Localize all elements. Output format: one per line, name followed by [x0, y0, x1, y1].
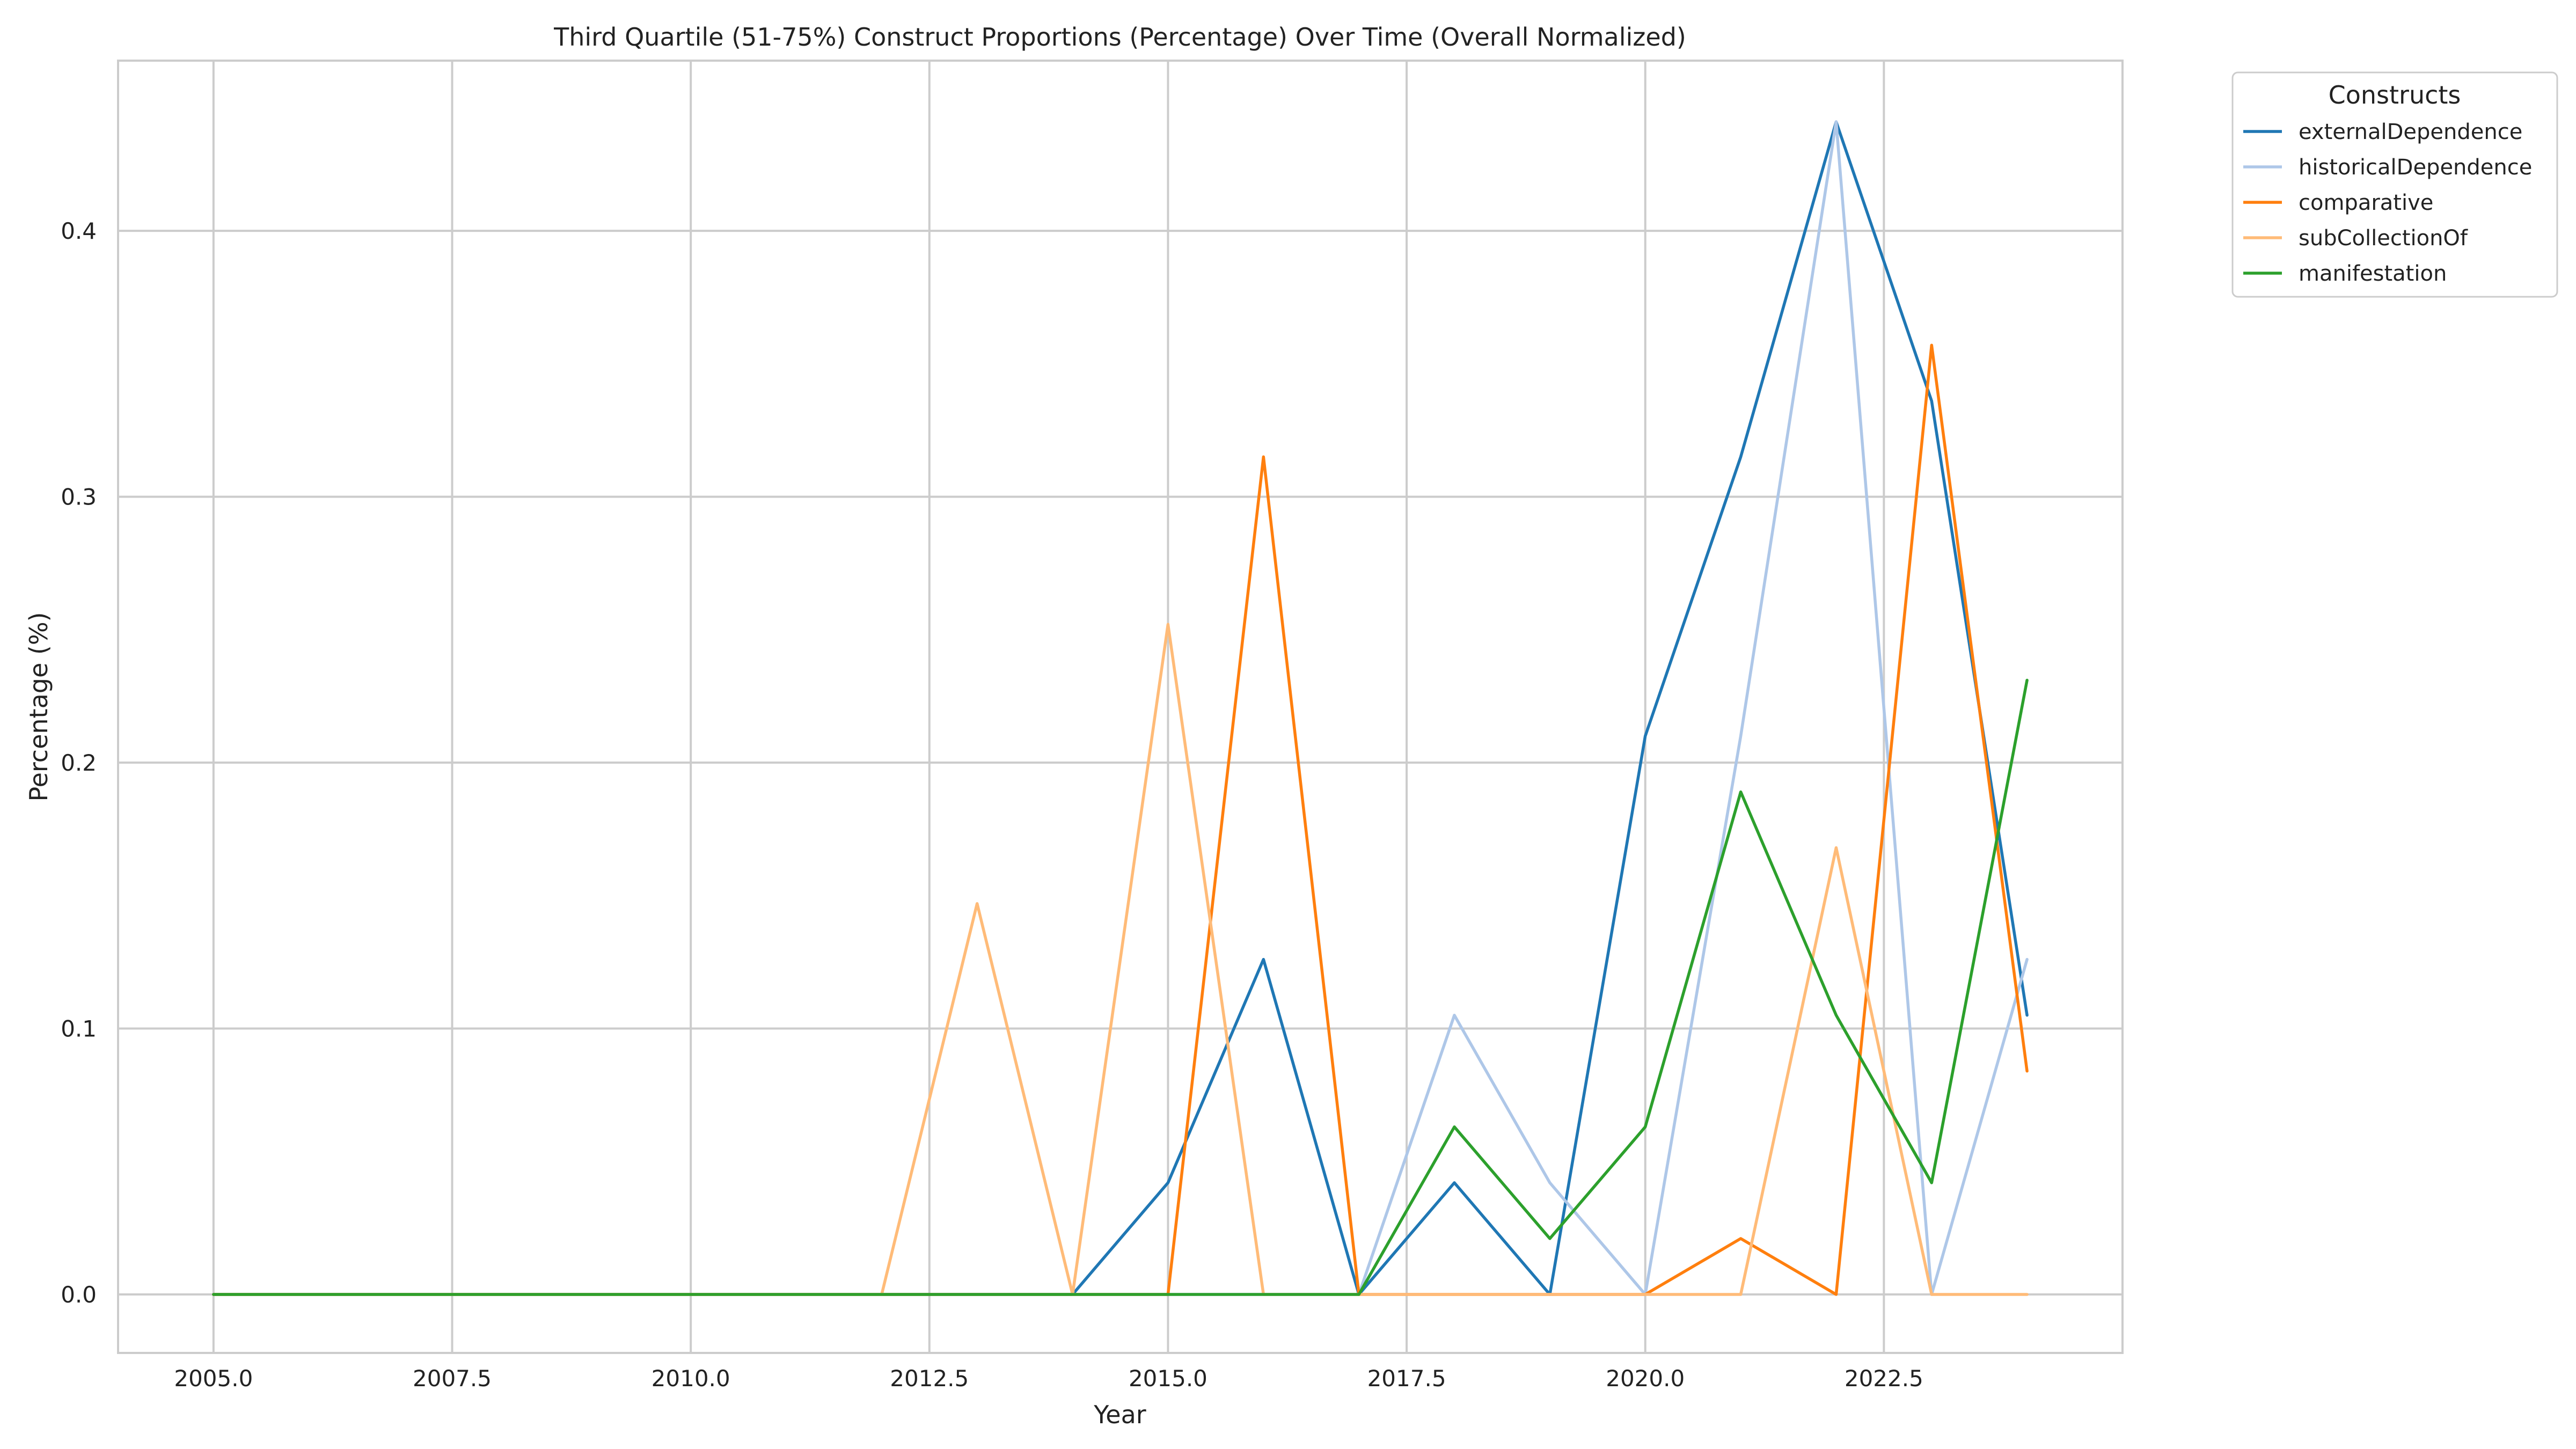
y-axis-label: Percentage (%)	[24, 612, 53, 802]
y-tick-labels: 0.0 0.1 0.2 0.3 0.4	[61, 218, 97, 1308]
x-tick-label: 2012.5	[890, 1365, 969, 1392]
series-line-manifestation	[212, 678, 2029, 1296]
x-tick-label: 2010.0	[652, 1365, 730, 1392]
legend-label: comparative	[2299, 191, 2433, 215]
legend-label: subCollectionOf	[2299, 226, 2468, 251]
x-tick-label: 2020.0	[1606, 1365, 1685, 1392]
x-tick-label: 2015.0	[1129, 1365, 1208, 1392]
legend-item-externalDependence: externalDependence	[2243, 120, 2522, 144]
x-tick-label: 2005.0	[174, 1365, 253, 1392]
x-tick-label: 2022.5	[1845, 1365, 1923, 1392]
legend-title: Constructs	[2329, 80, 2461, 109]
x-axis-label: Year	[1093, 1400, 1146, 1429]
x-tick-labels: 2005.0 2007.5 2010.0 2012.5 2015.0 2017.5 2020…	[174, 1365, 1923, 1392]
legend-item-comparative: comparative	[2243, 191, 2433, 215]
legend-label: historicalDependence	[2299, 155, 2532, 180]
plot-area-frame	[117, 60, 2124, 1354]
legend-item-historicalDependence: historicalDependence	[2243, 155, 2532, 180]
x-gridlines	[212, 61, 1885, 1353]
y-tick-label: 0.3	[61, 484, 97, 510]
legend-items: externalDependence historicalDependence co…	[2243, 120, 2532, 286]
x-tick-label: 2017.5	[1367, 1365, 1446, 1392]
legend-label: externalDependence	[2299, 120, 2522, 144]
y-tick-label: 0.0	[61, 1282, 97, 1308]
legend-label: manifestation	[2299, 261, 2447, 286]
legend-item-manifestation: manifestation	[2243, 261, 2447, 286]
series-lines	[212, 120, 2029, 1296]
x-tick-label: 2007.5	[413, 1365, 492, 1392]
legend: Constructs externalDependence historicalD…	[2231, 71, 2558, 298]
y-tick-label: 0.2	[61, 750, 97, 776]
y-tick-label: 0.4	[61, 218, 97, 244]
legend-box	[2231, 71, 2558, 298]
legend-item-subCollectionOf: subCollectionOf	[2243, 226, 2468, 251]
y-tick-label: 0.1	[61, 1016, 97, 1042]
chart-title: Third Quartile (51-75%) Construct Propor…	[553, 23, 1686, 52]
